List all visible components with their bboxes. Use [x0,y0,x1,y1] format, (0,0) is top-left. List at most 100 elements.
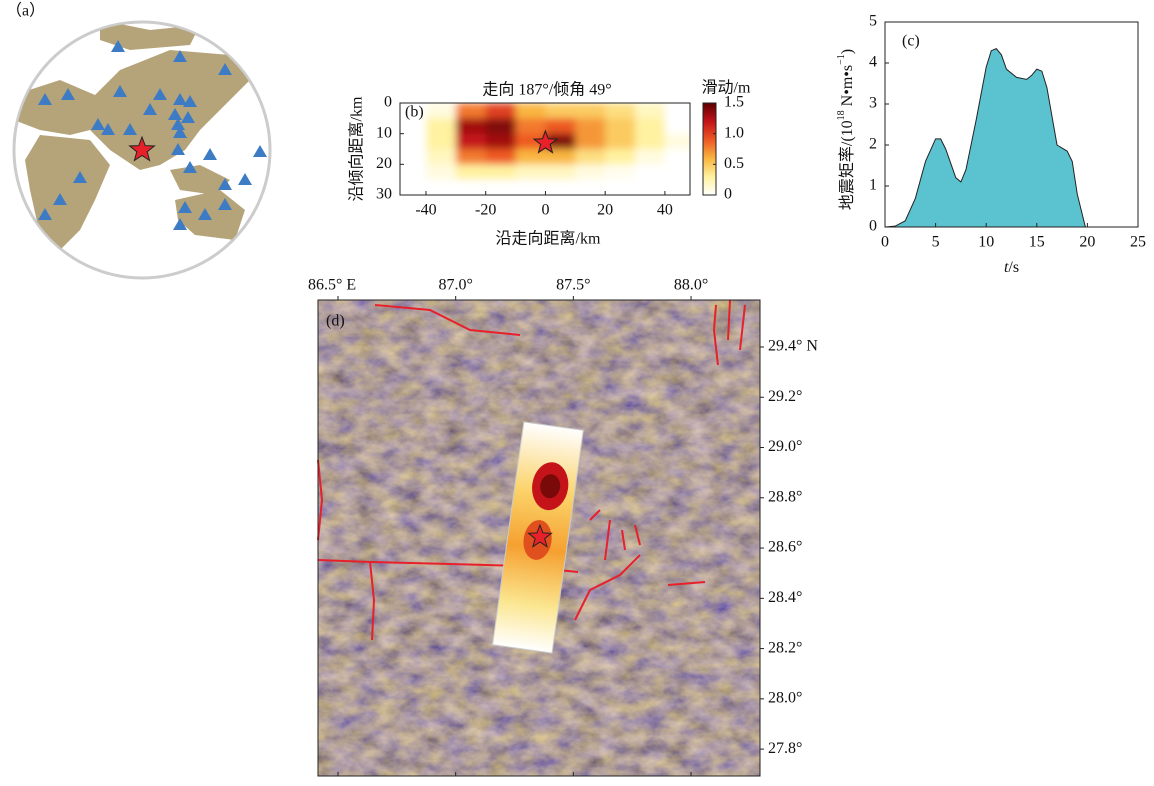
slip-cell [400,118,427,135]
y-tick-label: 1 [869,177,877,194]
slip-cell [425,118,457,135]
station [113,85,127,97]
slip-cell [664,179,690,195]
station [38,93,52,105]
moment-rate-area [884,48,1087,228]
slip-cell [455,133,487,150]
colorbar-tick-label: 0 [724,186,732,203]
station [173,218,187,230]
colorbar-step [703,179,716,182]
station [218,198,232,210]
slip-cell [400,133,427,150]
y-tick-label: 30 [376,186,392,203]
colorbar-step [703,157,716,160]
station [168,108,182,120]
station [198,208,212,220]
colorbar-step [703,191,716,194]
station [111,40,125,52]
colorbar-step [703,137,716,140]
slip-cell [515,118,546,135]
slip-cell [605,164,636,181]
colorbar-step [703,107,716,110]
slip-cell [575,133,606,150]
panel-label: (b) [405,104,424,121]
slip-cell [635,133,666,150]
y-tick-label: 29.4° N [768,338,818,355]
colorbar-step [703,163,716,166]
station [238,173,252,185]
panel-label: (c) [902,33,920,50]
colorbar-step [703,113,716,116]
y-axis-label-part: 18 [836,110,847,120]
colorbar-step [703,175,716,178]
colorbar-step [703,169,716,172]
x-tick-label: 15 [1029,234,1045,251]
slip-cell [545,179,576,195]
station [183,161,197,173]
slip-cell [400,164,427,181]
slip-cell [400,179,427,195]
colorbar-step [703,151,716,154]
slip-cell [515,133,546,150]
y-tick-label: 0 [869,218,877,235]
y-axis-label-part: 地震矩率/(10 [838,120,856,210]
colorbar-step [703,145,716,148]
colorbar-tick-label: 1.0 [724,124,744,141]
chart-title: 走向 187°/倾角 49° [482,81,611,99]
slip-cell [485,133,517,150]
slip-cell [545,164,576,181]
x-tick-label: 20 [1079,234,1095,251]
x-axis-label: 沿走向距离/km [496,230,601,248]
slip-cell [455,179,487,195]
heatmap [400,103,690,195]
slip-cell [485,179,517,195]
colorbar-step [703,185,716,188]
globe-panel: （a） [6,2,272,280]
colorbar-step [703,141,716,144]
y-tick-label: 2 [869,136,877,153]
colorbar-step [703,109,716,112]
colorbar-frame [702,102,717,196]
x-tick-label: -40 [415,202,436,219]
slip-cell [635,118,666,135]
station [178,201,192,213]
slip-cell [455,103,487,119]
colorbar-step [703,115,716,118]
x-tick-label: 0 [881,234,889,251]
x-tick-label: 0 [541,202,549,219]
plot-frame [884,21,1139,228]
colorbar-step [703,135,716,138]
slip-cell [664,103,690,119]
colorbar-step [703,153,716,156]
colorbar-step [703,155,716,158]
colorbar-step [703,131,716,134]
x-tick-label: 87.0° [438,277,472,294]
y-tick-label: 28.2° [768,639,802,656]
slip-cell [425,133,457,150]
colorbar-tick-label: 0.5 [724,155,744,172]
colorbar-step [703,189,716,192]
x-tick-label: 5 [932,234,940,251]
station [173,50,187,62]
panel-label: （a） [6,2,45,20]
y-axis-label-part: ) [839,49,856,54]
stations [38,40,267,230]
colorbar-step [703,117,716,120]
slip-cell [605,179,636,195]
slip-cell [425,179,457,195]
station [171,118,185,130]
slip-cell [515,164,546,181]
station [171,143,185,155]
station [91,118,105,130]
station [73,171,87,183]
slip-cell [515,103,546,119]
colorbar-step [703,125,716,128]
slip-cell [575,149,606,165]
colorbar-step [703,147,716,150]
slip-cell [664,149,690,165]
colorbar-step [703,129,716,132]
slip-panel: 走向 187°/倾角 49° 沿走向距离/km 沿倾向距离/km 滑动/m -4… [348,79,751,248]
x-tick-label: 40 [657,202,673,219]
colorbar-step [703,161,716,164]
